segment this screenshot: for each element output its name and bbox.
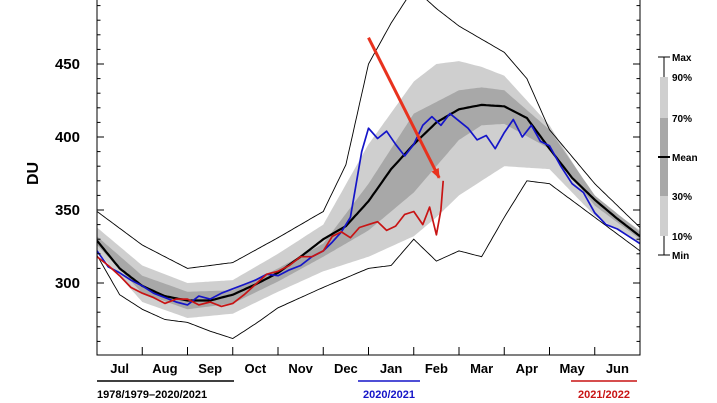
y-axis-title: DU [25, 162, 42, 185]
percentile-bands [97, 61, 640, 318]
y-tick-label: 400 [55, 129, 80, 146]
legend-swatch-90 [660, 77, 668, 118]
band-30-70 [97, 87, 640, 310]
x-tick-label-aug: Aug [152, 361, 177, 376]
x-tick-label-apr: Apr [516, 361, 538, 376]
x-tick-label-jan: Jan [380, 361, 402, 376]
red-arrow [367, 37, 441, 179]
period-labels: 1978/1979–2020/2021 2020/2021 2021/2022 [97, 380, 637, 401]
y-axis-label: DU [25, 162, 42, 185]
x-tick-label-jun: Jun [606, 361, 629, 376]
series-lines [97, 0, 640, 339]
annotation [367, 37, 441, 179]
legend-label-mean: Mean [672, 153, 698, 164]
mean-line [97, 103, 640, 302]
period-label: 2021/2022 [578, 389, 630, 401]
x-tick-label-sep: Sep [198, 361, 222, 376]
x-tick-label-may: May [559, 361, 585, 376]
legend-label-10pct: 10% [672, 232, 692, 243]
y-tick-label: 300 [55, 275, 80, 292]
legend-swatch-10 [660, 196, 668, 236]
legend-label-30pct: 30% [672, 192, 692, 203]
period-label: 2020/2021 [363, 389, 415, 401]
period-label: 1978/1979–2020/2021 [97, 389, 207, 401]
legend: Max 90% 70% Mean 30% 10% Min [658, 53, 698, 262]
y-tick-label: 350 [55, 202, 80, 219]
y-tick-label: 450 [55, 56, 80, 73]
x-tick-label-nov: Nov [288, 361, 313, 376]
x-tick-label-feb: Feb [425, 361, 448, 376]
x-tick-label-dec: Dec [334, 361, 358, 376]
series-line-2020-2021 [97, 112, 640, 306]
x-tick-label-mar: Mar [470, 361, 493, 376]
x-tick-label-oct: Oct [245, 361, 267, 376]
series-line-2021-2022 [97, 180, 445, 308]
legend-label-70pct: 70% [672, 114, 692, 125]
legend-label-90pct: 90% [672, 73, 692, 84]
min-line [97, 180, 640, 339]
max-line [97, 0, 640, 269]
legend-label-max: Max [672, 53, 692, 64]
axes: 300 350 400 450 Jul Aug Sep Oct Nov Dec Jan Feb Mar A… [55, 0, 641, 376]
legend-label-min: Min [672, 251, 689, 262]
x-tick-label-jul: Jul [110, 361, 129, 376]
